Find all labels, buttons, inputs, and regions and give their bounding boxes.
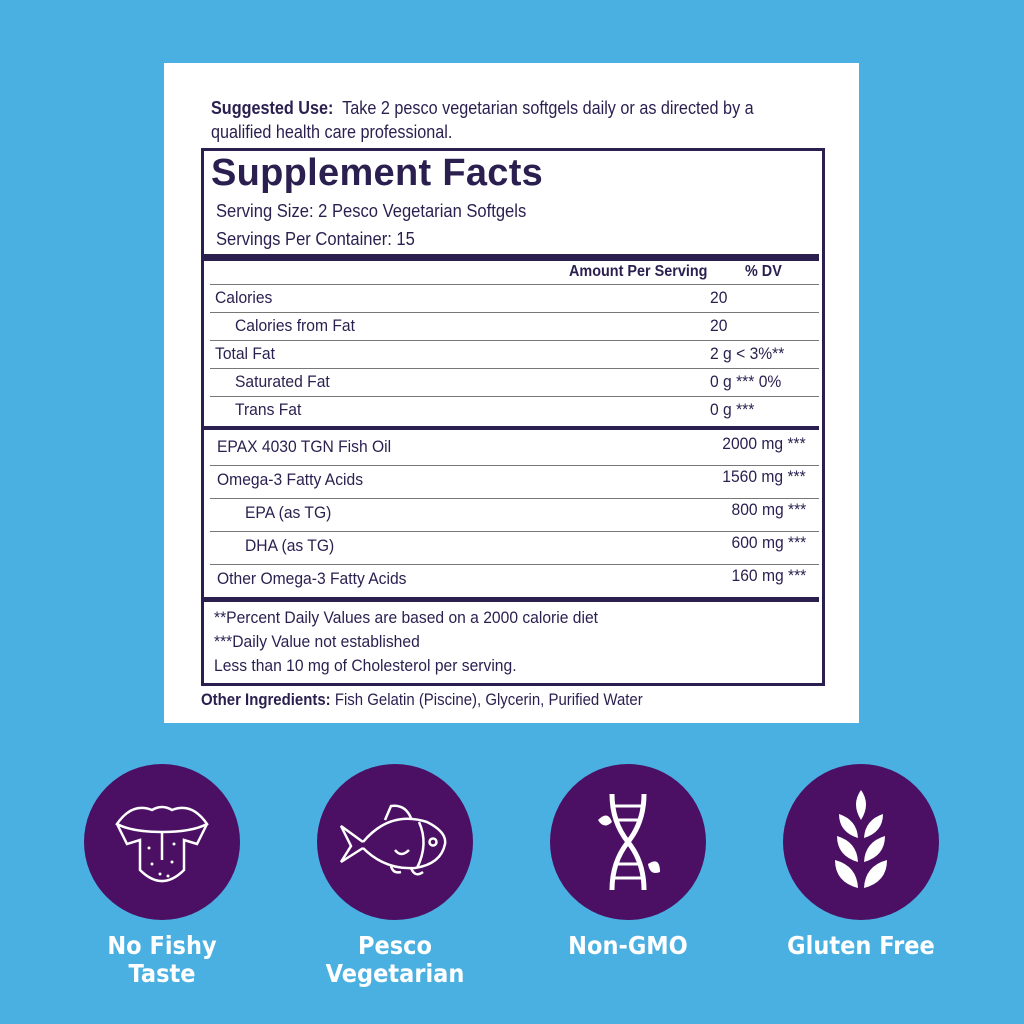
ingredient-name: EPAX 4030 TGN Fish Oil [217,437,392,456]
nutrient-name: Saturated Fat [235,372,330,391]
wheat-icon [835,790,887,888]
amount-header: Amount Per Serving [569,263,708,280]
dv-header: % DV [745,263,782,280]
ingredient-name: Other Omega-3 Fatty Acids [217,569,407,588]
ingredient-value: 1560 mg *** [722,467,806,486]
ingredient-value: 2000 mg *** [722,434,806,453]
divider [204,426,819,430]
dna-icon [598,793,660,891]
ingredient-name: Omega-3 Fatty Acids [217,470,364,489]
badge-pesco-vegetarian [317,764,473,920]
footnote: Less than 10 mg of Cholesterol per servi… [214,656,517,675]
other-ingredients: Other Ingredients: Fish Gelatin (Piscine… [201,690,643,709]
badge-label: Pesco Vegetarian [325,931,465,988]
nutrient-value: 2 g < 3%** [710,344,785,363]
divider [210,498,819,499]
divider [210,284,819,285]
supplement-facts-box [201,148,825,686]
divider [210,531,819,532]
badge-non-gmo [550,764,706,920]
nutrient-name: Calories [215,288,273,307]
ingredient-value: 160 mg *** [731,566,806,585]
label-panel [164,63,859,723]
divider [204,254,819,261]
divider [204,597,819,602]
nutrient-value: 0 g *** 0% [710,372,782,391]
ingredient-name: DHA (as TG) [245,536,335,555]
divider [210,465,819,466]
nutrient-value: 20 [710,316,728,335]
fish-icon [339,804,447,876]
footnote: **Percent Daily Values are based on a 20… [214,608,598,627]
badge-label: Non-GMO [568,931,688,960]
nutrient-value: 20 [710,288,728,307]
nutrient-name: Calories from Fat [235,316,355,335]
ingredient-value: 800 mg *** [731,500,806,519]
footnote: ***Daily Value not established [214,632,420,651]
nutrient-name: Total Fat [215,344,275,363]
badge-label: Gluten Free [787,931,935,960]
divider [210,312,819,313]
ingredient-name: EPA (as TG) [245,503,332,522]
divider [210,368,819,369]
divider [210,396,819,397]
facts-title: Supplement Facts [211,152,544,194]
tongue-icon [115,805,209,883]
divider [210,564,819,565]
divider [210,340,819,341]
badge-label: No Fishy Taste [107,931,217,988]
nutrient-value: 0 g *** [710,400,755,419]
nutrient-name: Trans Fat [235,400,302,419]
badge-no-fishy-taste [84,764,240,920]
serving-size: Serving Size: 2 Pesco Vegetarian Softgel… [216,201,527,221]
suggested-use: Suggested Use: Take 2 pesco vegetarian s… [211,98,754,142]
badge-gluten-free [783,764,939,920]
ingredient-value: 600 mg *** [731,533,806,552]
servings-per-container: Servings Per Container: 15 [216,229,415,249]
